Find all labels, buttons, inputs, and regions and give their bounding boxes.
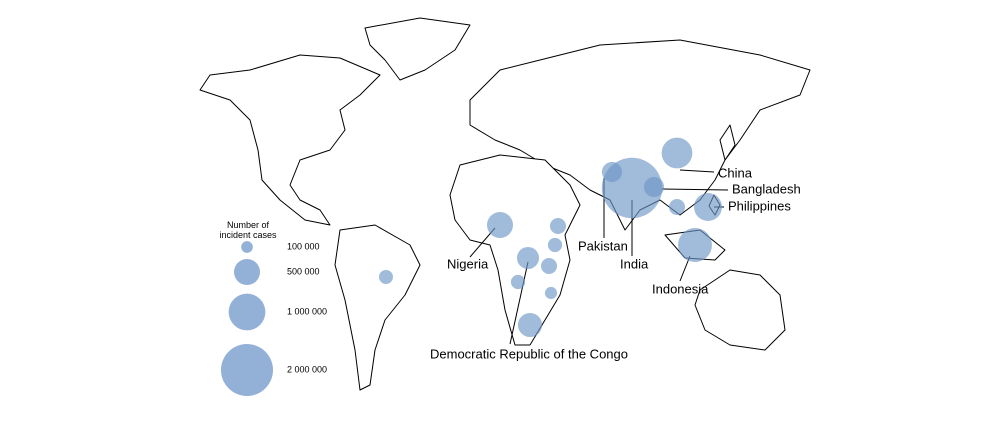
bubble <box>693 192 723 222</box>
bubble <box>668 198 686 216</box>
legend-label: 2 000 000 <box>287 364 327 374</box>
bubble <box>487 212 513 238</box>
bubble <box>517 312 543 338</box>
legend-label: 1 000 000 <box>287 306 327 316</box>
bubble <box>661 137 693 169</box>
country-label: Democratic Republic of the Congo <box>430 346 628 361</box>
bubble <box>516 246 540 270</box>
bubble <box>378 269 394 285</box>
country-label: Nigeria <box>447 256 489 271</box>
country-label: Philippines <box>728 198 791 213</box>
country-label: India <box>620 256 649 271</box>
bubble <box>547 237 563 253</box>
bubble <box>540 257 558 275</box>
country-label: Pakistan <box>578 238 628 253</box>
legend-bubble <box>221 344 273 396</box>
legend-bubble <box>228 293 266 331</box>
legend-bubble <box>234 259 260 285</box>
bubble <box>549 217 567 235</box>
bubble <box>678 228 712 262</box>
legend-label: 500 000 <box>287 266 320 276</box>
country-label: Bangladesh <box>732 181 801 196</box>
country-label: China <box>718 165 753 180</box>
bubble <box>544 286 558 300</box>
legend-label: 100 000 <box>287 241 320 251</box>
bubble <box>510 274 526 290</box>
bubble <box>601 157 663 219</box>
legend-title: Number of incident cases <box>219 220 277 240</box>
legend-bubble <box>241 241 253 253</box>
country-label: Indonesia <box>652 281 709 296</box>
